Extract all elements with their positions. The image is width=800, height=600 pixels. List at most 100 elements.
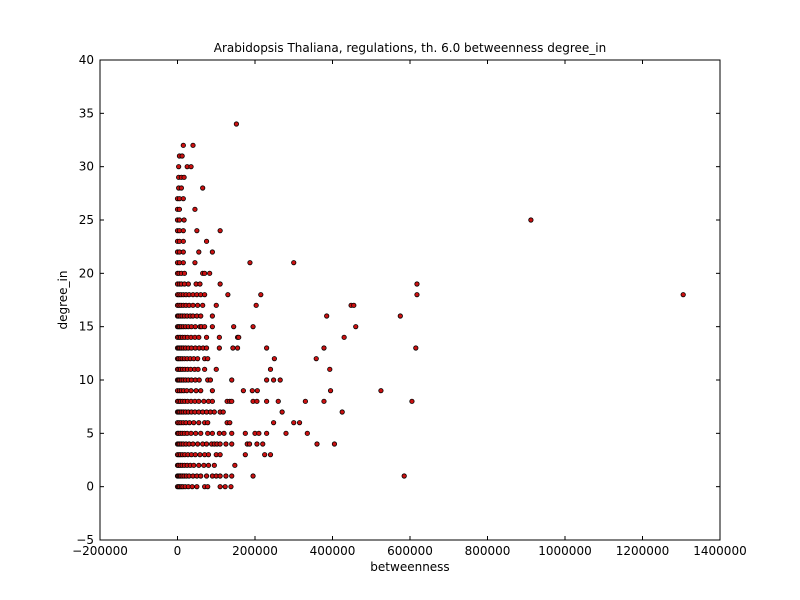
data-point (193, 430, 199, 436)
data-point (190, 142, 196, 148)
y-tick-label: 35 (79, 106, 94, 120)
data-point (271, 356, 277, 362)
data-point (258, 292, 264, 298)
x-tick-label: 800000 (465, 544, 511, 558)
x-tick-label: 1400000 (693, 544, 746, 558)
data-point (413, 345, 419, 351)
data-point (211, 409, 217, 415)
data-point (254, 441, 260, 447)
data-point (260, 441, 266, 447)
data-point (180, 238, 186, 244)
data-point (242, 452, 248, 458)
data-point (209, 398, 215, 404)
data-point (176, 217, 183, 223)
data-point (189, 484, 195, 490)
data-point (205, 484, 211, 490)
data-point (198, 388, 204, 394)
data-point (196, 249, 202, 255)
y-tick-label: 30 (79, 160, 94, 174)
data-point (190, 441, 196, 447)
data-point (203, 238, 210, 244)
data-point (185, 281, 191, 287)
data-point (196, 462, 202, 468)
data-point (195, 366, 201, 372)
data-point (270, 420, 277, 426)
data-point (217, 441, 223, 447)
data-point (200, 302, 206, 308)
data-point (180, 142, 186, 148)
data-point (262, 452, 268, 458)
points-layer (174, 121, 686, 490)
data-point (414, 281, 420, 287)
y-tick-label: 0 (86, 480, 94, 494)
data-point (196, 377, 202, 383)
data-point (283, 430, 289, 436)
data-point (209, 324, 215, 330)
data-point (409, 398, 415, 404)
data-point (205, 356, 211, 362)
data-point (351, 302, 357, 308)
data-point (196, 420, 202, 426)
data-point (339, 409, 345, 415)
data-point (192, 206, 198, 212)
data-point (414, 292, 420, 298)
x-tick-label: 1200000 (616, 544, 669, 558)
data-point (229, 441, 235, 447)
data-point (234, 345, 241, 351)
data-point (205, 462, 212, 468)
data-point (198, 313, 204, 319)
x-tick-label: 1000000 (538, 544, 591, 558)
data-point (242, 430, 248, 436)
x-tick-label: 600000 (387, 544, 433, 558)
data-point (209, 388, 215, 394)
data-point (202, 292, 208, 298)
data-point (200, 185, 206, 191)
data-point (181, 217, 187, 223)
data-point (181, 270, 188, 276)
y-axis-label: degree_in (56, 271, 70, 330)
data-point (192, 324, 198, 330)
data-point (217, 281, 223, 287)
data-point (230, 345, 236, 351)
data-point (184, 388, 190, 394)
y-tick-label: 25 (79, 213, 94, 227)
data-point (180, 260, 186, 266)
data-point (201, 398, 207, 404)
data-point (222, 484, 228, 490)
data-point (203, 334, 210, 340)
data-point (291, 420, 297, 426)
data-point (233, 121, 239, 127)
data-point (186, 420, 193, 426)
chart-title: Arabidopsis Thaliana, regulations, th. 6… (214, 41, 606, 55)
data-point (247, 260, 253, 266)
data-point (176, 164, 182, 170)
data-point (181, 174, 187, 180)
data-point (264, 377, 270, 383)
data-point (188, 164, 194, 170)
data-point (279, 409, 285, 415)
data-point (209, 313, 215, 319)
data-point (195, 441, 201, 447)
data-point (270, 377, 277, 383)
data-point (229, 430, 235, 436)
data-point (188, 430, 194, 436)
data-point (225, 292, 231, 298)
data-point (227, 420, 233, 426)
data-point (341, 334, 347, 340)
data-point (302, 398, 308, 404)
y-tick-label: −5 (76, 533, 94, 547)
data-point (202, 324, 208, 330)
data-point (195, 356, 201, 362)
data-point (304, 430, 310, 436)
data-point (197, 281, 203, 287)
data-point (324, 313, 330, 319)
data-point (321, 398, 327, 404)
data-point (250, 473, 256, 479)
data-point (331, 441, 338, 447)
data-point (246, 441, 253, 447)
y-tick-label: 10 (79, 373, 94, 387)
data-point (192, 260, 198, 266)
data-point (196, 398, 202, 404)
